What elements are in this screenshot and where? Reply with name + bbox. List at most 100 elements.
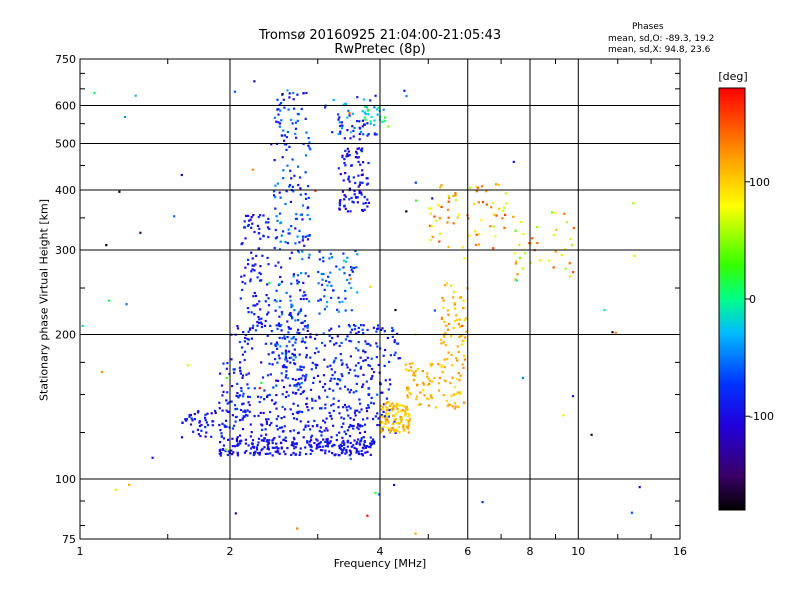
data-point	[365, 380, 368, 383]
data-point	[193, 418, 196, 421]
data-point	[465, 317, 468, 320]
data-point	[384, 402, 387, 405]
data-point	[361, 147, 364, 150]
data-point	[267, 442, 270, 445]
data-point	[344, 260, 348, 263]
data-point	[386, 413, 389, 416]
data-point	[344, 172, 347, 175]
data-point	[440, 364, 443, 367]
y-tick-label: 300	[55, 244, 76, 257]
data-point	[291, 316, 294, 319]
data-point	[264, 221, 268, 224]
data-point	[338, 344, 341, 347]
data-point	[329, 271, 332, 274]
data-point	[453, 302, 456, 305]
data-point	[274, 184, 277, 187]
data-point	[310, 434, 314, 437]
data-point	[288, 384, 291, 387]
data-point	[250, 311, 253, 314]
data-point	[300, 340, 303, 343]
data-point	[262, 439, 265, 442]
data-point	[273, 116, 276, 119]
data-point	[369, 99, 372, 102]
data-point	[408, 419, 411, 423]
data-point	[256, 303, 259, 306]
data-point	[294, 227, 297, 230]
data-point	[457, 405, 460, 408]
data-point	[239, 419, 242, 422]
data-point	[220, 384, 224, 387]
data-point	[301, 337, 304, 340]
data-point	[231, 414, 234, 417]
data-point	[278, 357, 281, 360]
data-point	[366, 177, 369, 180]
data-point	[289, 169, 292, 172]
data-point	[257, 315, 260, 319]
data-point	[184, 418, 187, 421]
data-point	[190, 417, 193, 420]
data-point	[237, 396, 240, 399]
data-point	[536, 241, 539, 245]
data-point	[311, 407, 314, 410]
data-point	[337, 113, 340, 116]
data-point	[250, 251, 253, 254]
data-point	[267, 353, 270, 356]
data-point	[359, 181, 362, 184]
y-tick-label: 75	[62, 533, 76, 546]
data-point	[463, 358, 466, 361]
data-point	[270, 143, 273, 146]
data-point	[276, 379, 280, 382]
data-point	[330, 296, 333, 299]
data-point	[462, 339, 465, 342]
data-point	[364, 105, 367, 108]
data-point	[443, 366, 446, 369]
data-point	[355, 390, 358, 393]
data-point	[445, 399, 448, 402]
data-point	[357, 450, 360, 453]
data-point	[348, 282, 351, 285]
data-point	[528, 242, 531, 245]
data-point	[264, 342, 267, 345]
data-point	[404, 363, 407, 366]
data-point	[222, 448, 225, 451]
data-point	[502, 209, 505, 212]
data-point	[306, 213, 309, 217]
data-point	[353, 328, 357, 331]
data-point	[292, 91, 295, 95]
data-point	[392, 329, 395, 332]
data-point	[521, 267, 524, 270]
data-point	[247, 395, 250, 398]
data-point	[459, 391, 462, 394]
data-point	[343, 137, 346, 140]
data-point	[340, 341, 343, 344]
data-point	[279, 109, 282, 112]
data-point	[375, 356, 378, 359]
data-point	[189, 423, 193, 426]
data-point	[286, 336, 289, 339]
data-point	[335, 434, 338, 437]
data-point	[372, 371, 376, 374]
data-point	[246, 224, 250, 227]
data-point	[352, 444, 355, 447]
data-point	[343, 443, 346, 447]
data-point	[492, 247, 495, 250]
data-point	[286, 447, 289, 450]
data-point	[288, 356, 291, 360]
data-point	[230, 400, 233, 403]
data-point	[299, 289, 302, 292]
data-point	[455, 357, 458, 360]
data-point	[218, 452, 221, 455]
data-point	[211, 420, 214, 423]
data-point	[325, 417, 328, 420]
data-point	[364, 201, 367, 205]
data-point	[435, 219, 438, 222]
data-point	[339, 387, 342, 390]
data-point	[504, 192, 507, 195]
data-point	[287, 350, 291, 353]
data-point	[280, 266, 283, 269]
data-point	[339, 448, 342, 451]
data-point	[289, 299, 292, 302]
data-point	[428, 207, 431, 210]
data-point	[280, 417, 283, 420]
